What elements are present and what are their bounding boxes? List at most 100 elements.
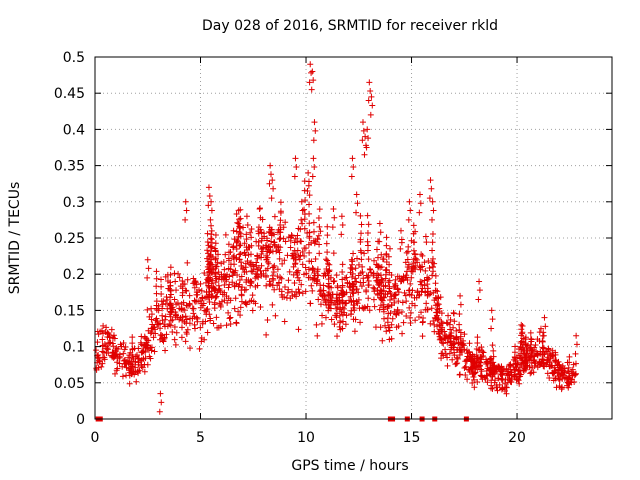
data-point bbox=[310, 275, 317, 282]
data-point bbox=[474, 340, 481, 347]
data-point bbox=[307, 61, 314, 68]
data-point bbox=[488, 377, 495, 384]
data-point bbox=[299, 207, 306, 214]
data-point bbox=[285, 277, 292, 284]
data-point bbox=[355, 289, 362, 296]
data-point bbox=[276, 236, 283, 243]
data-point bbox=[473, 351, 480, 358]
data-point bbox=[384, 304, 391, 311]
data-point bbox=[477, 353, 484, 360]
data-point bbox=[269, 264, 276, 271]
data-point bbox=[385, 324, 392, 331]
data-point bbox=[281, 283, 288, 290]
data-point bbox=[434, 316, 441, 323]
data-point bbox=[373, 277, 380, 284]
data-point bbox=[424, 292, 431, 299]
data-point bbox=[339, 284, 346, 291]
data-point bbox=[443, 319, 450, 326]
data-point bbox=[181, 280, 188, 287]
data-point bbox=[403, 249, 410, 256]
data-point bbox=[220, 259, 227, 266]
data-point bbox=[447, 338, 454, 345]
data-point bbox=[540, 356, 547, 363]
data-point bbox=[540, 350, 547, 357]
data-point bbox=[258, 229, 265, 236]
data-point bbox=[167, 279, 174, 286]
data-point bbox=[561, 365, 568, 372]
data-point bbox=[229, 279, 236, 286]
data-point bbox=[350, 316, 357, 323]
data-point bbox=[454, 346, 461, 353]
data-point bbox=[226, 315, 233, 322]
data-point bbox=[234, 219, 241, 226]
data-point bbox=[406, 304, 413, 311]
data-point bbox=[186, 301, 193, 308]
data-point bbox=[408, 274, 415, 281]
data-point bbox=[435, 328, 442, 335]
data-point bbox=[308, 282, 315, 289]
data-point bbox=[191, 284, 198, 291]
data-point bbox=[462, 363, 469, 370]
data-point bbox=[389, 315, 396, 322]
data-point bbox=[448, 330, 455, 337]
data-point bbox=[187, 345, 194, 352]
data-point bbox=[212, 286, 219, 293]
data-point bbox=[213, 314, 220, 321]
data-point bbox=[539, 356, 546, 363]
data-point bbox=[237, 206, 244, 213]
data-point bbox=[129, 346, 136, 353]
data-point bbox=[463, 357, 470, 364]
data-point bbox=[507, 369, 514, 376]
data-point bbox=[427, 320, 434, 327]
data-point bbox=[221, 289, 228, 296]
data-point bbox=[312, 127, 319, 134]
data-point bbox=[349, 266, 356, 273]
data-point bbox=[517, 339, 524, 346]
data-point bbox=[416, 292, 423, 299]
data-point bbox=[435, 301, 442, 308]
data-point bbox=[285, 286, 292, 293]
data-point bbox=[543, 357, 550, 364]
data-point bbox=[305, 178, 312, 185]
data-point bbox=[252, 283, 259, 290]
data-point bbox=[209, 265, 216, 272]
data-point bbox=[519, 344, 526, 351]
data-point bbox=[159, 305, 166, 312]
data-point bbox=[279, 260, 286, 267]
data-point bbox=[376, 306, 383, 313]
data-point bbox=[295, 253, 302, 260]
data-point bbox=[357, 319, 364, 326]
data-point bbox=[363, 272, 370, 279]
data-point bbox=[544, 354, 551, 361]
data-point bbox=[116, 354, 123, 361]
data-point bbox=[387, 290, 394, 297]
data-point bbox=[310, 137, 317, 144]
data-point bbox=[237, 215, 244, 222]
data-point bbox=[267, 171, 274, 178]
data-point bbox=[203, 288, 210, 295]
data-point bbox=[325, 298, 332, 305]
data-point bbox=[103, 324, 110, 331]
data-point bbox=[426, 265, 433, 272]
data-point bbox=[311, 164, 318, 171]
data-point bbox=[317, 301, 324, 308]
data-point bbox=[234, 237, 241, 244]
data-point bbox=[171, 336, 178, 343]
data-point bbox=[316, 241, 323, 248]
data-point bbox=[442, 335, 449, 342]
data-point bbox=[237, 250, 244, 257]
data-point bbox=[457, 347, 464, 354]
data-point bbox=[357, 238, 364, 245]
data-point bbox=[331, 321, 338, 328]
data-point bbox=[100, 349, 107, 356]
data-point bbox=[223, 293, 230, 300]
data-point bbox=[349, 155, 356, 162]
data-point bbox=[479, 348, 486, 355]
data-point bbox=[436, 336, 443, 343]
data-point bbox=[456, 371, 463, 378]
data-point bbox=[254, 255, 261, 262]
data-point bbox=[231, 236, 238, 243]
data-point bbox=[474, 378, 481, 385]
data-point bbox=[172, 341, 179, 348]
